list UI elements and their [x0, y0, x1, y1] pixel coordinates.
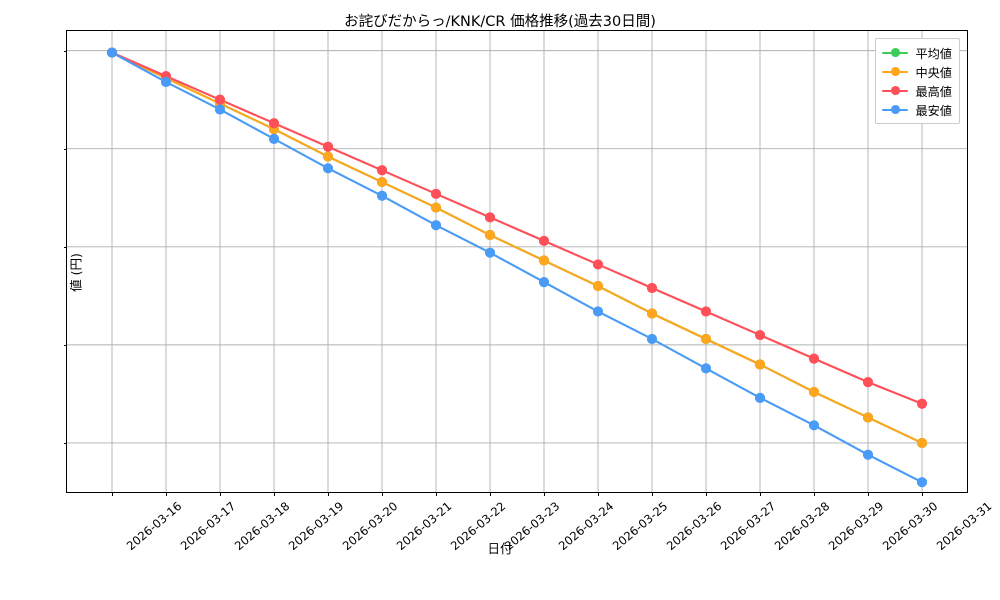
- y-axis-label: 値 (円): [68, 253, 84, 292]
- legend-swatch-max-icon: [882, 84, 909, 98]
- data-point-marker: [376, 176, 388, 188]
- data-point-marker: [646, 333, 658, 345]
- gridlines-vertical: [111, 31, 923, 492]
- chart-legend: 平均値 中央値 最高値 最安: [875, 38, 960, 124]
- y-tick-mark: [63, 50, 67, 52]
- legend-item-median[interactable]: 中央値: [882, 62, 952, 81]
- legend-label-mean: 平均値: [915, 46, 952, 61]
- data-point-marker: [754, 329, 766, 341]
- x-tick-mark: [652, 492, 653, 496]
- x-tick-mark: [382, 492, 383, 496]
- data-point-marker: [214, 94, 226, 105]
- data-point-marker: [268, 118, 280, 129]
- data-point-marker: [754, 392, 766, 403]
- x-tick-mark: [706, 492, 707, 496]
- legend-item-max[interactable]: 最高値: [882, 81, 952, 100]
- legend-swatch-min-icon: [882, 103, 909, 117]
- legend-item-mean[interactable]: 平均値: [882, 43, 952, 62]
- data-point-marker: [862, 377, 874, 388]
- data-point-marker: [160, 76, 172, 88]
- y-tick-mark: [63, 246, 67, 248]
- x-tick-mark: [274, 492, 275, 496]
- data-point-marker: [592, 280, 604, 292]
- data-point-marker: [754, 359, 766, 370]
- data-point-marker: [376, 190, 388, 201]
- plot-area: 100150200250300 2026-03-162026-03-172026…: [63, 30, 994, 553]
- legend-label-min: 最安値: [915, 103, 952, 118]
- x-axis-label: 日付: [487, 541, 513, 556]
- series-line: [110, 51, 924, 484]
- data-point-marker: [484, 229, 496, 241]
- data-point-marker: [322, 151, 334, 162]
- data-point-marker: [592, 259, 604, 270]
- data-point-marker: [646, 308, 658, 319]
- data-point-marker: [538, 235, 550, 246]
- data-point-marker: [808, 420, 820, 431]
- x-tick-mark: [922, 492, 923, 496]
- data-point-marker: [322, 141, 334, 152]
- x-tick-mark: [166, 492, 167, 496]
- legend-label-median: 中央値: [915, 65, 952, 80]
- chart-title: お詫びだからっ/KNK/CR 価格推移(過去30日間): [344, 14, 656, 30]
- data-point-marker: [916, 477, 928, 488]
- legend-label-max: 最高値: [915, 84, 952, 99]
- series-line: [110, 51, 924, 405]
- data-point-marker: [646, 282, 658, 294]
- data-point-marker: [538, 255, 550, 266]
- data-point-marker: [484, 247, 496, 258]
- data-point-marker: [214, 104, 226, 115]
- data-point-marker: [430, 188, 442, 199]
- data-point-marker: [106, 47, 118, 58]
- data-point-marker: [484, 212, 496, 223]
- series-markers: [106, 47, 928, 488]
- x-tick-mark: [598, 492, 599, 496]
- legend-item-min[interactable]: 最安値: [882, 100, 952, 119]
- data-point-marker: [430, 220, 442, 231]
- data-point-marker: [592, 306, 604, 317]
- data-point-marker: [430, 202, 442, 213]
- data-point-marker: [862, 449, 874, 460]
- x-tick-mark: [436, 492, 437, 496]
- data-point-marker: [700, 363, 712, 374]
- x-tick-mark: [868, 492, 869, 496]
- x-tick-mark: [112, 492, 113, 496]
- series-lines: [110, 51, 924, 484]
- data-point-marker: [916, 437, 928, 449]
- x-tick-mark: [760, 492, 761, 496]
- legend-swatch-median-icon: [882, 65, 909, 79]
- series-line: [110, 51, 924, 445]
- x-tick-mark: [220, 492, 221, 496]
- data-point-marker: [808, 353, 820, 364]
- data-point-marker: [862, 412, 874, 423]
- legend-swatch-mean-icon: [882, 46, 909, 60]
- x-tick-mark: [328, 492, 329, 496]
- data-point-marker: [700, 333, 712, 345]
- y-tick-mark: [63, 442, 67, 444]
- data-point-marker: [322, 163, 334, 174]
- data-point-marker: [376, 165, 388, 176]
- data-point-marker: [808, 386, 820, 398]
- y-tick-mark: [63, 344, 67, 346]
- y-tick-mark: [63, 148, 67, 150]
- data-point-marker: [916, 398, 928, 409]
- data-point-marker: [538, 277, 550, 288]
- x-tick-mark: [814, 492, 815, 496]
- data-point-marker: [700, 306, 712, 317]
- data-point-marker: [268, 133, 280, 144]
- x-tick-mark: [490, 492, 491, 496]
- x-tick-mark: [544, 492, 545, 496]
- plot-canvas: [67, 31, 967, 492]
